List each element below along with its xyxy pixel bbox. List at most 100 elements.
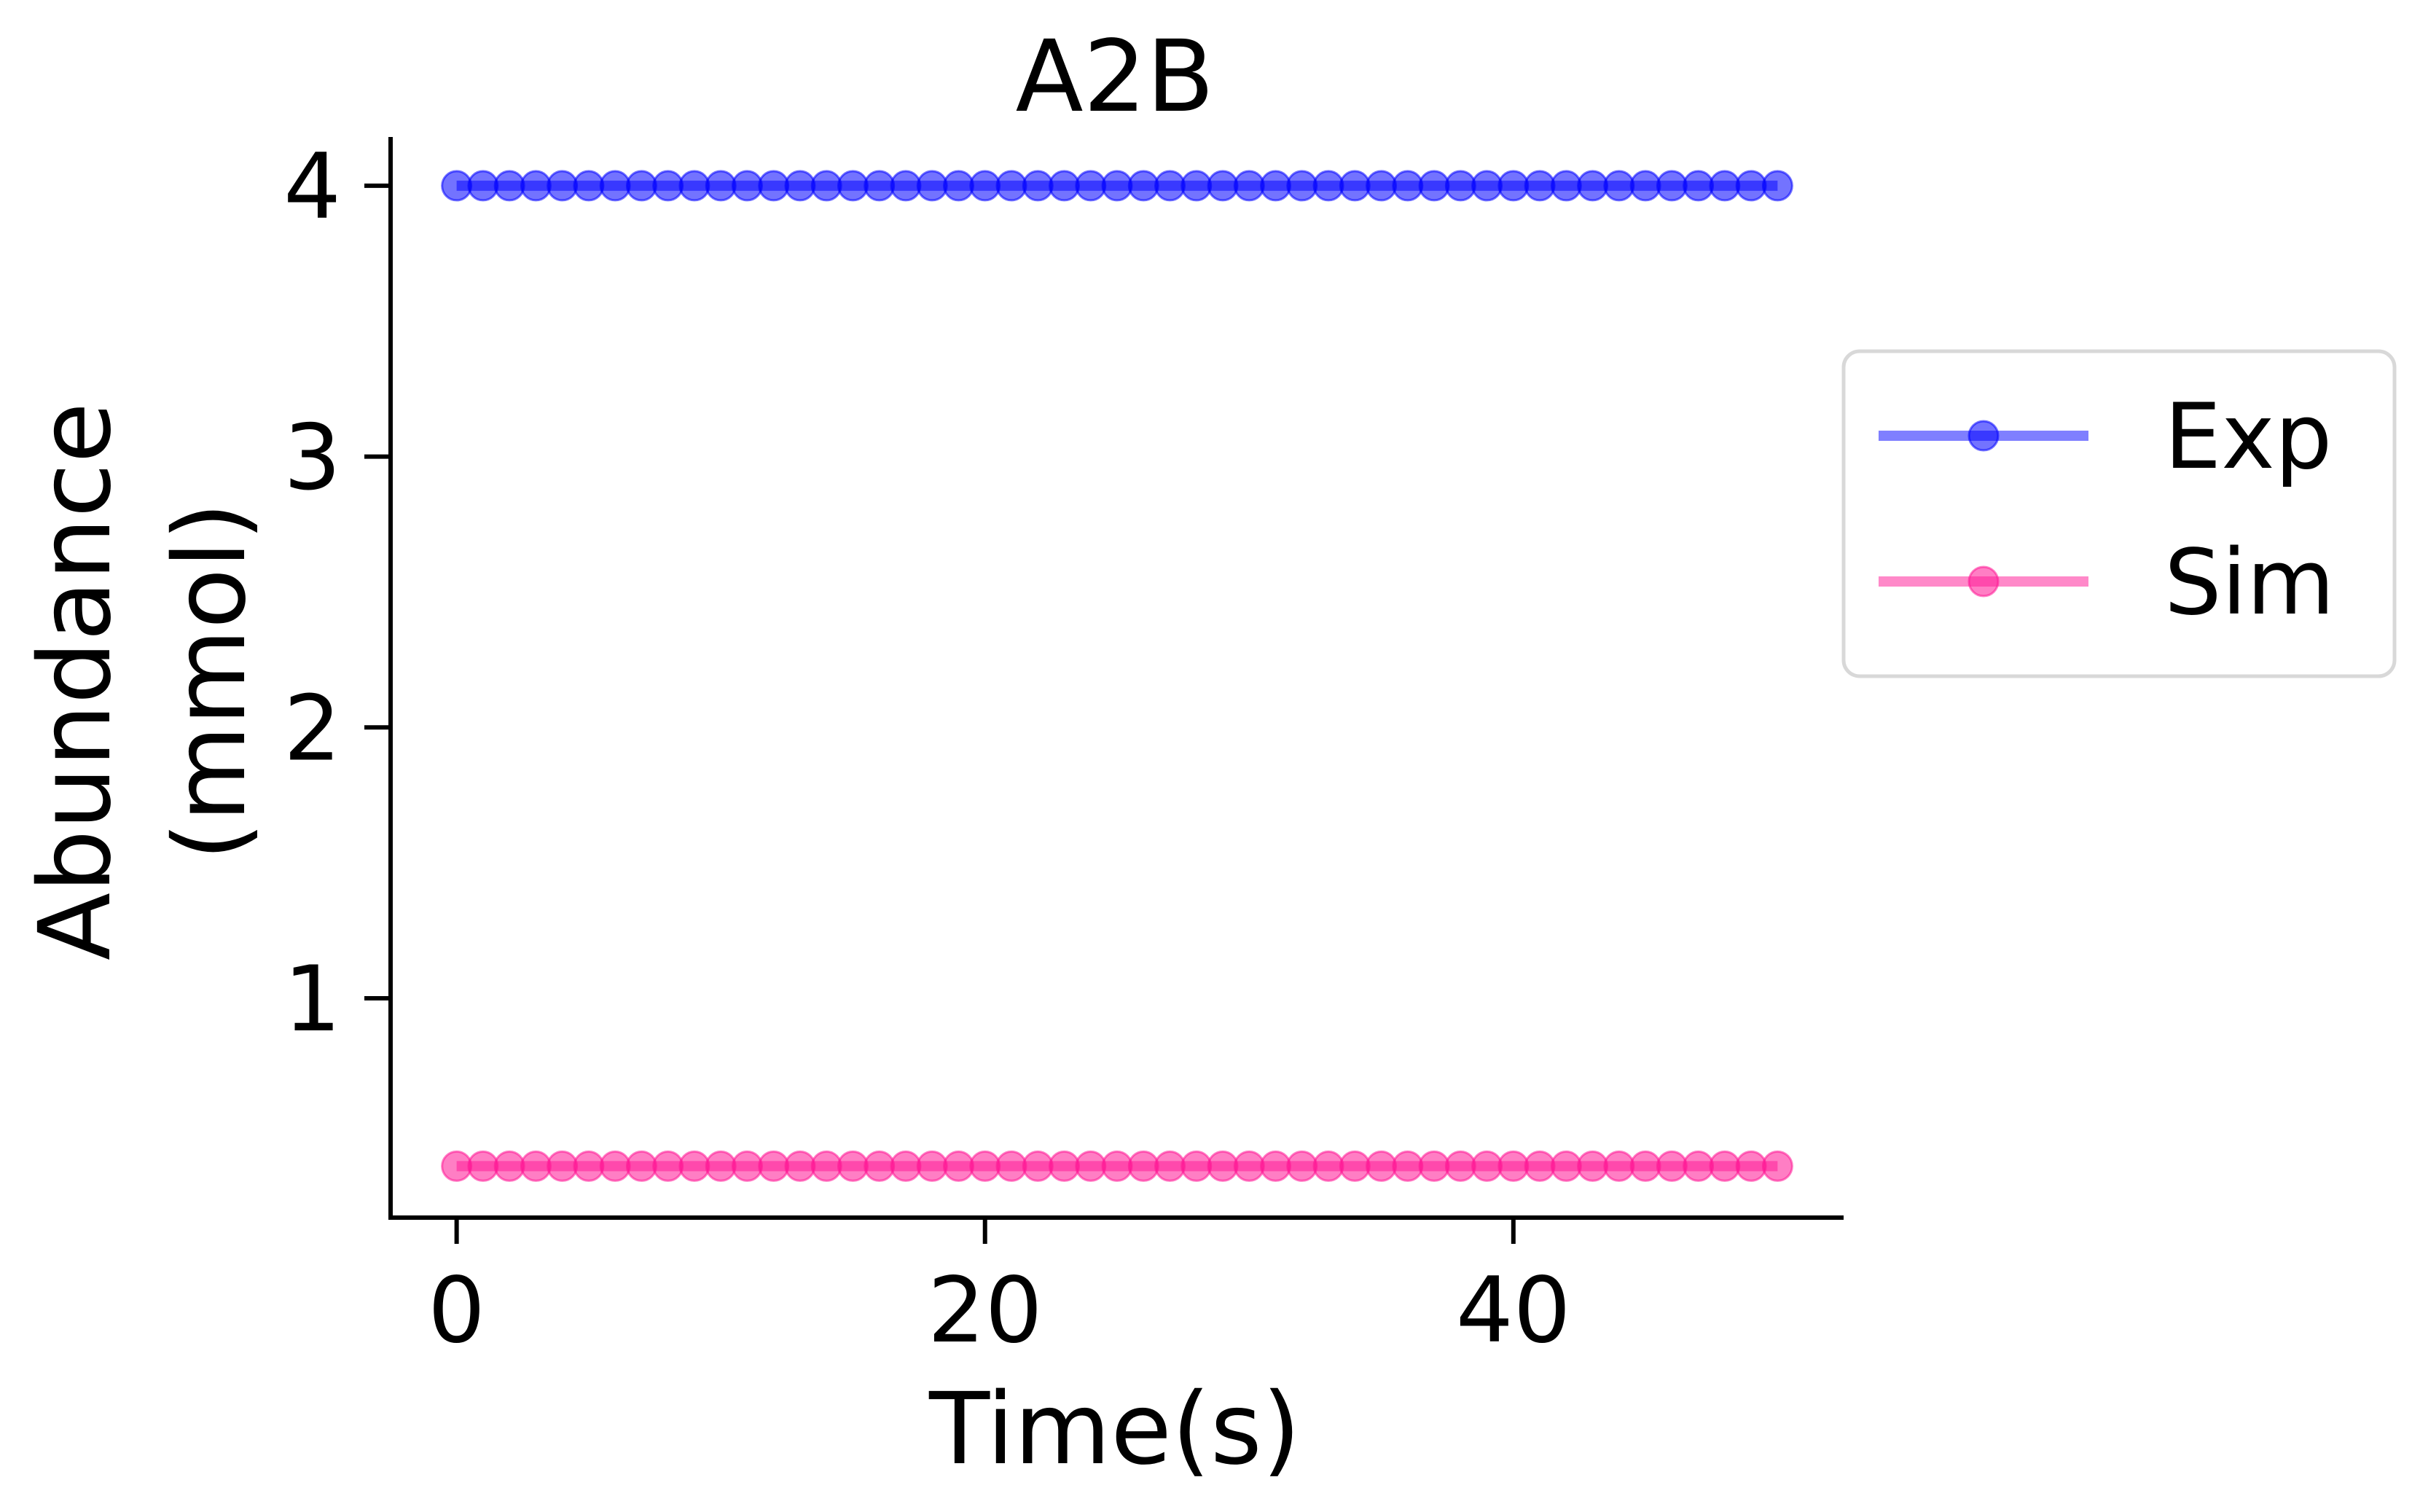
data-point-sim bbox=[705, 1150, 737, 1182]
data-point-exp bbox=[969, 170, 1001, 202]
data-point-sim bbox=[1366, 1150, 1398, 1182]
data-point-exp bbox=[547, 170, 579, 202]
data-point-exp bbox=[837, 170, 869, 202]
legend: Exp Sim bbox=[1841, 349, 2397, 678]
data-point-exp bbox=[890, 170, 922, 202]
data-point-sim bbox=[995, 1150, 1027, 1182]
y-tick-label: 1 bbox=[283, 947, 341, 1052]
data-point-exp bbox=[1524, 170, 1556, 202]
data-point-exp bbox=[1260, 170, 1292, 202]
data-point-sim bbox=[1392, 1150, 1424, 1182]
legend-marker-exp bbox=[1967, 420, 2000, 452]
data-point-sim bbox=[1603, 1150, 1635, 1182]
plot-area bbox=[441, 170, 1793, 1182]
data-point-sim bbox=[1048, 1150, 1080, 1182]
data-point-sim bbox=[1154, 1150, 1186, 1182]
data-point-sim bbox=[731, 1150, 763, 1182]
data-point-sim bbox=[441, 1150, 473, 1182]
data-point-sim bbox=[1286, 1150, 1318, 1182]
data-point-sim bbox=[784, 1150, 816, 1182]
data-point-exp bbox=[1418, 170, 1450, 202]
data-point-exp bbox=[731, 170, 763, 202]
data-point-sim bbox=[1418, 1150, 1450, 1182]
data-point-exp bbox=[1366, 170, 1398, 202]
data-point-exp bbox=[520, 170, 552, 202]
data-point-sim bbox=[1339, 1150, 1371, 1182]
data-point-exp bbox=[1048, 170, 1080, 202]
data-point-exp bbox=[1550, 170, 1582, 202]
data-point-exp bbox=[1629, 170, 1661, 202]
data-point-exp bbox=[995, 170, 1027, 202]
data-point-sim bbox=[1524, 1150, 1556, 1182]
data-point-sim bbox=[1497, 1150, 1530, 1182]
data-point-exp bbox=[1233, 170, 1265, 202]
data-point-exp bbox=[1154, 170, 1186, 202]
data-point-exp bbox=[441, 170, 473, 202]
data-point-sim bbox=[652, 1150, 684, 1182]
data-point-exp bbox=[1075, 170, 1107, 202]
data-point-exp bbox=[942, 170, 974, 202]
data-point-sim bbox=[1260, 1150, 1292, 1182]
data-point-exp bbox=[652, 170, 684, 202]
data-point-exp bbox=[573, 170, 605, 202]
y-axis-label-line-1: Abundance bbox=[18, 402, 133, 960]
data-point-exp bbox=[1761, 170, 1793, 202]
data-point-exp bbox=[758, 170, 790, 202]
data-point-sim bbox=[1629, 1150, 1661, 1182]
data-point-sim bbox=[1577, 1150, 1609, 1182]
data-point-exp bbox=[1022, 170, 1054, 202]
legend-entry-exp: Exp bbox=[1879, 385, 2332, 490]
data-point-exp bbox=[705, 170, 737, 202]
data-point-exp bbox=[1683, 170, 1715, 202]
y-tick-label: 2 bbox=[283, 676, 341, 781]
x-tick-label: 20 bbox=[928, 1258, 1043, 1363]
data-point-exp bbox=[810, 170, 842, 202]
data-point-sim bbox=[837, 1150, 869, 1182]
x-tick-label: 0 bbox=[428, 1258, 485, 1363]
data-point-sim bbox=[1233, 1150, 1265, 1182]
data-point-sim bbox=[573, 1150, 605, 1182]
data-point-sim bbox=[678, 1150, 710, 1182]
legend-entry-sim: Sim bbox=[1879, 530, 2335, 635]
data-point-sim bbox=[1207, 1150, 1239, 1182]
data-point-sim bbox=[1735, 1150, 1767, 1182]
data-point-sim bbox=[1180, 1150, 1213, 1182]
data-point-sim bbox=[1683, 1150, 1715, 1182]
data-point-sim bbox=[916, 1150, 948, 1182]
data-point-exp bbox=[1286, 170, 1318, 202]
x-tick-label: 40 bbox=[1456, 1258, 1571, 1363]
data-point-exp bbox=[1735, 170, 1767, 202]
axis-ticks: 0 20 40 1 2 3 4 bbox=[283, 135, 1571, 1363]
data-point-sim bbox=[1471, 1150, 1503, 1182]
y-tick-label: 4 bbox=[283, 135, 341, 240]
data-point-sim bbox=[810, 1150, 842, 1182]
data-point-exp bbox=[1709, 170, 1741, 202]
data-point-exp bbox=[1180, 170, 1213, 202]
data-point-exp bbox=[599, 170, 631, 202]
data-point-exp bbox=[916, 170, 948, 202]
data-point-sim bbox=[969, 1150, 1001, 1182]
data-point-sim bbox=[467, 1150, 499, 1182]
data-point-sim bbox=[1550, 1150, 1582, 1182]
data-point-exp bbox=[1127, 170, 1159, 202]
data-point-exp bbox=[1603, 170, 1635, 202]
data-point-sim bbox=[890, 1150, 922, 1182]
data-point-exp bbox=[1312, 170, 1344, 202]
data-point-sim bbox=[1709, 1150, 1741, 1182]
data-point-sim bbox=[493, 1150, 525, 1182]
data-point-sim bbox=[758, 1150, 790, 1182]
y-tick-label: 3 bbox=[283, 406, 341, 511]
data-point-sim bbox=[547, 1150, 579, 1182]
data-point-exp bbox=[1207, 170, 1239, 202]
data-point-sim bbox=[625, 1150, 657, 1182]
data-point-sim bbox=[1761, 1150, 1793, 1182]
data-point-exp bbox=[784, 170, 816, 202]
data-point-sim bbox=[1656, 1150, 1688, 1182]
data-point-sim bbox=[1101, 1150, 1133, 1182]
data-point-exp bbox=[864, 170, 896, 202]
data-point-exp bbox=[1497, 170, 1530, 202]
data-point-exp bbox=[1101, 170, 1133, 202]
data-point-exp bbox=[625, 170, 657, 202]
data-point-sim bbox=[1075, 1150, 1107, 1182]
